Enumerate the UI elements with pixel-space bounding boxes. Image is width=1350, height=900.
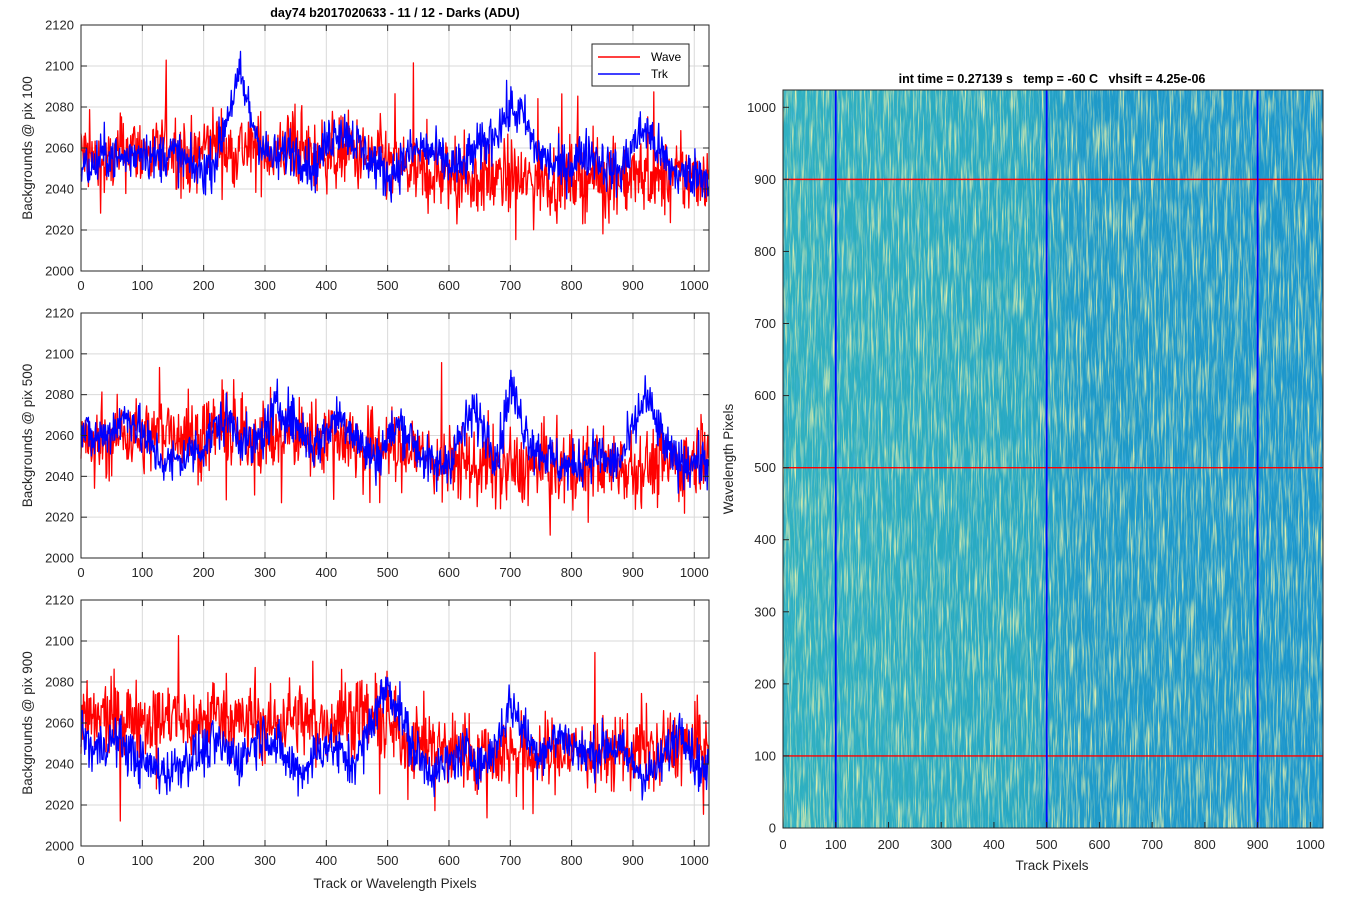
legend-box xyxy=(591,43,690,87)
heatmap-y-tick-label: 800 xyxy=(754,244,776,259)
heatmap-x-tick-label: 500 xyxy=(1036,837,1058,852)
legend-wave-label: Wave xyxy=(651,50,682,64)
series-line-trk xyxy=(80,369,710,494)
heatmap-x-tick-label: 900 xyxy=(1247,837,1269,852)
x-tick-label: 600 xyxy=(438,853,460,868)
x-tick-label: 500 xyxy=(377,565,399,580)
x-tick-label: 0 xyxy=(77,278,84,293)
heatmap-x-tick-label: 0 xyxy=(779,837,786,852)
x-tick-label: 1000 xyxy=(680,853,709,868)
x-tick-label: 200 xyxy=(193,565,215,580)
heatmap-y-tick-label: 700 xyxy=(754,316,776,331)
y-tick-label: 2060 xyxy=(45,428,74,443)
x-tick-label: 300 xyxy=(254,853,276,868)
heatmap-x-tick-label: 400 xyxy=(983,837,1005,852)
x-tick-label: 600 xyxy=(438,565,460,580)
heatmap-dark-speckle xyxy=(783,90,1323,828)
x-tick-label: 800 xyxy=(561,565,583,580)
heatmap-x-tick-label: 800 xyxy=(1194,837,1216,852)
x-tick-label: 400 xyxy=(315,853,337,868)
x-tick-label: 900 xyxy=(622,853,644,868)
y-tick-label: 2100 xyxy=(45,634,74,649)
heatmap-y-tick-label: 200 xyxy=(754,676,776,691)
heatmap-x-axis-label: Track Pixels xyxy=(1015,858,1088,873)
series-line-trk xyxy=(80,676,710,801)
y-tick-label: 2080 xyxy=(45,100,74,115)
x-tick-label: 700 xyxy=(499,565,521,580)
y-tick-label: 2100 xyxy=(45,346,74,361)
x-tick-label: 1000 xyxy=(680,565,709,580)
heatmap-y-tick-label: 0 xyxy=(769,821,776,836)
y-tick-label: 2060 xyxy=(45,141,74,156)
x-tick-label: 900 xyxy=(622,565,644,580)
y-tick-label: 2080 xyxy=(45,387,74,402)
x-tick-label: 300 xyxy=(254,565,276,580)
x-tick-label: 100 xyxy=(131,278,153,293)
x-tick-label: 200 xyxy=(193,278,215,293)
x-tick-label: 100 xyxy=(131,853,153,868)
x-tick-label: 300 xyxy=(254,278,276,293)
heatmap-x-tick-label: 100 xyxy=(825,837,847,852)
x-tick-label: 700 xyxy=(499,853,521,868)
left-figure-title: day74 b2017020633 - 11 / 12 - Darks (ADU… xyxy=(270,6,519,20)
heatmap-y-tick-label: 900 xyxy=(754,172,776,187)
heatmap-y-tick-label: 1000 xyxy=(747,100,776,115)
y-tick-label: 2120 xyxy=(45,18,74,33)
x-tick-label: 0 xyxy=(77,565,84,580)
legend-trk-label: Trk xyxy=(651,67,669,81)
y-tick-label: 2020 xyxy=(45,798,74,813)
heatmap-x-tick-label: 300 xyxy=(930,837,952,852)
y-tick-label: 2120 xyxy=(45,306,74,321)
x-tick-label: 200 xyxy=(193,853,215,868)
y-tick-label: 2000 xyxy=(45,839,74,854)
heatmap-x-tick-label: 700 xyxy=(1141,837,1163,852)
x-tick-label: 400 xyxy=(315,565,337,580)
x-tick-label: 400 xyxy=(315,278,337,293)
series-line-trk xyxy=(80,50,710,203)
y-tick-label: 2120 xyxy=(45,593,74,608)
y-tick-label: 2100 xyxy=(45,59,74,74)
heatmap-x-tick-label: 1000 xyxy=(1296,837,1325,852)
heatmap-panel: int time = 0.27139 s temp = -60 C vhsift… xyxy=(721,72,1325,873)
heatmap-y-tick-label: 500 xyxy=(754,460,776,475)
heatmap-title: int time = 0.27139 s temp = -60 C vhsift… xyxy=(899,72,1206,86)
x-tick-label: 600 xyxy=(438,278,460,293)
y-tick-label: 2000 xyxy=(45,264,74,279)
x-tick-label: 1000 xyxy=(680,278,709,293)
y-tick-label: 2060 xyxy=(45,716,74,731)
heatmap-x-tick-label: 200 xyxy=(878,837,900,852)
heatmap-y-tick-label: 400 xyxy=(754,532,776,547)
x-tick-label: 800 xyxy=(561,853,583,868)
x-tick-label: 0 xyxy=(77,853,84,868)
legend[interactable]: Wave Trk xyxy=(591,43,690,87)
y-tick-label: 2040 xyxy=(45,757,74,772)
x-tick-label: 900 xyxy=(622,278,644,293)
panel-pix-900: 0 100 200 300 400 500 600 700 800 900 1000 2000 2020… xyxy=(20,593,710,868)
y-tick-label: 2020 xyxy=(45,510,74,525)
y-tick-label: 2040 xyxy=(45,469,74,484)
y-tick-label: 2020 xyxy=(45,223,74,238)
heatmap-axes: 0 100 200 300 400 500 600 700 800 900 1000 0 100 200 3… xyxy=(747,89,1325,852)
y-axis-label: Backgrounds @ pix 500 xyxy=(20,364,35,508)
y-axis-label: Backgrounds @ pix 100 xyxy=(20,76,35,220)
heatmap-x-tick-label: 600 xyxy=(1089,837,1111,852)
y-tick-label: 2080 xyxy=(45,675,74,690)
heatmap-y-tick-label: 600 xyxy=(754,388,776,403)
x-tick-label: 700 xyxy=(499,278,521,293)
y-axis-label: Backgrounds @ pix 900 xyxy=(20,651,35,795)
x-tick-label: 100 xyxy=(131,565,153,580)
heatmap-y-tick-label: 100 xyxy=(754,748,776,763)
heatmap-frame xyxy=(782,89,1324,829)
x-tick-label: 500 xyxy=(377,278,399,293)
y-tick-label: 2000 xyxy=(45,551,74,566)
heatmap-y-axis-label: Wavelength Pixels xyxy=(721,403,736,514)
x-tick-label: 500 xyxy=(377,853,399,868)
x-tick-label: 800 xyxy=(561,278,583,293)
heatmap-y-tick-label: 300 xyxy=(754,604,776,619)
panel-pix-500: 0 100 200 300 400 500 600 700 800 900 1000 2000 2020… xyxy=(20,306,710,580)
left-x-axis-label: Track or Wavelength Pixels xyxy=(313,876,477,891)
heatmap-marker-lines xyxy=(783,90,1323,828)
y-tick-label: 2040 xyxy=(45,182,74,197)
